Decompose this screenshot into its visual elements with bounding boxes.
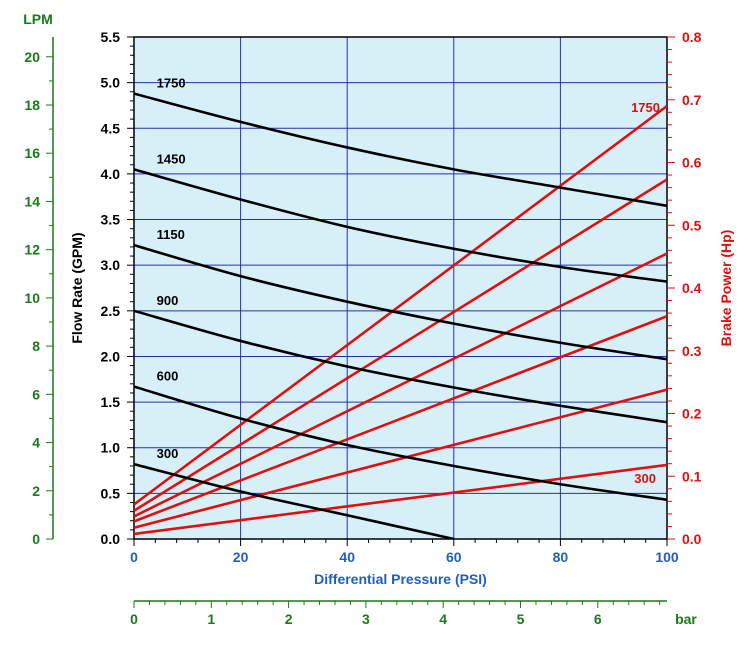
lpm-tick-label: 16 (24, 145, 40, 161)
bar-tick-label: 1 (207, 611, 215, 627)
power-series-line (134, 388, 667, 529)
bar-tick-label: 0 (130, 611, 138, 627)
hp-axis-title: Brake Power (Hp) (718, 230, 734, 347)
psi-axis-title: Differential Pressure (PSI) (314, 571, 487, 587)
hp-tick-label: 0.3 (682, 343, 702, 359)
bar-tick-label: 2 (285, 611, 293, 627)
lpm-tick-label: 18 (24, 97, 40, 113)
hp-tick-label: 0.8 (682, 29, 702, 45)
lpm-tick-label: 4 (32, 435, 40, 451)
bar-axis-title: bar (675, 611, 697, 627)
lpm-tick-label: 10 (24, 290, 40, 306)
psi-tick-label: 20 (233, 549, 249, 565)
bar-tick-label: 3 (362, 611, 370, 627)
flow-series-label: 1750 (157, 76, 186, 91)
power-series-line (134, 178, 667, 512)
power-series-line (134, 252, 667, 518)
hp-tick-label: 0.1 (682, 468, 702, 484)
bar-tick-label: 6 (594, 611, 602, 627)
power-series-label: 1750 (631, 100, 660, 115)
flow-series-line (134, 168, 667, 283)
lpm-axis-title: LPM (23, 11, 53, 27)
power-series-line (134, 104, 667, 506)
flow-series-label: 1150 (157, 227, 185, 242)
flow-series-label: 1450 (157, 151, 186, 166)
gpm-tick-label: 5.5 (101, 29, 121, 45)
flow-series-label: 900 (157, 293, 179, 308)
power-series-label: 300 (634, 471, 656, 486)
gpm-tick-label: 0.5 (101, 485, 121, 501)
plot-area (134, 37, 667, 539)
hp-tick-label: 0.6 (682, 155, 702, 171)
flow-series-label: 600 (157, 369, 179, 384)
gpm-axis-title: Flow Rate (GPM) (69, 232, 85, 343)
lpm-tick-label: 12 (24, 242, 40, 258)
gpm-tick-label: 1.0 (101, 440, 121, 456)
psi-tick-label: 0 (130, 549, 138, 565)
bar-tick-label: 5 (517, 611, 525, 627)
hp-tick-label: 0.5 (682, 217, 702, 233)
hp-tick-label: 0.2 (682, 406, 702, 422)
psi-tick-label: 60 (446, 549, 462, 565)
hp-tick-label: 0.0 (682, 531, 702, 547)
hp-tick-label: 0.7 (682, 92, 702, 108)
psi-tick-label: 80 (553, 549, 569, 565)
gpm-tick-label: 2.5 (101, 303, 121, 319)
lpm-tick-label: 6 (32, 386, 40, 402)
gpm-tick-label: 4.5 (101, 120, 121, 136)
gpm-tick-label: 3.0 (101, 257, 121, 273)
lpm-tick-label: 2 (32, 483, 40, 499)
gpm-tick-label: 0.0 (101, 531, 121, 547)
flow-series-line (134, 243, 667, 361)
lpm-tick-label: 14 (24, 193, 40, 209)
gpm-tick-label: 4.0 (101, 166, 121, 182)
flow-series-line (134, 309, 667, 424)
psi-tick-label: 100 (655, 549, 679, 565)
psi-tick-label: 40 (339, 549, 355, 565)
gpm-tick-label: 2.0 (101, 348, 121, 364)
hp-tick-label: 0.4 (682, 280, 702, 296)
power-series-line (134, 463, 667, 536)
flow-series-label: 300 (157, 446, 179, 461)
lpm-tick-label: 8 (32, 338, 40, 354)
flow-series-line (134, 92, 667, 208)
gpm-tick-label: 3.5 (101, 212, 121, 228)
lpm-tick-label: 0 (32, 531, 40, 547)
flow-series-line (134, 385, 667, 502)
gpm-tick-label: 5.0 (101, 75, 121, 91)
flow-series-line (134, 462, 455, 539)
bar-tick-label: 4 (439, 611, 447, 627)
lpm-tick-label: 20 (24, 49, 40, 65)
gpm-tick-label: 1.5 (101, 394, 121, 410)
